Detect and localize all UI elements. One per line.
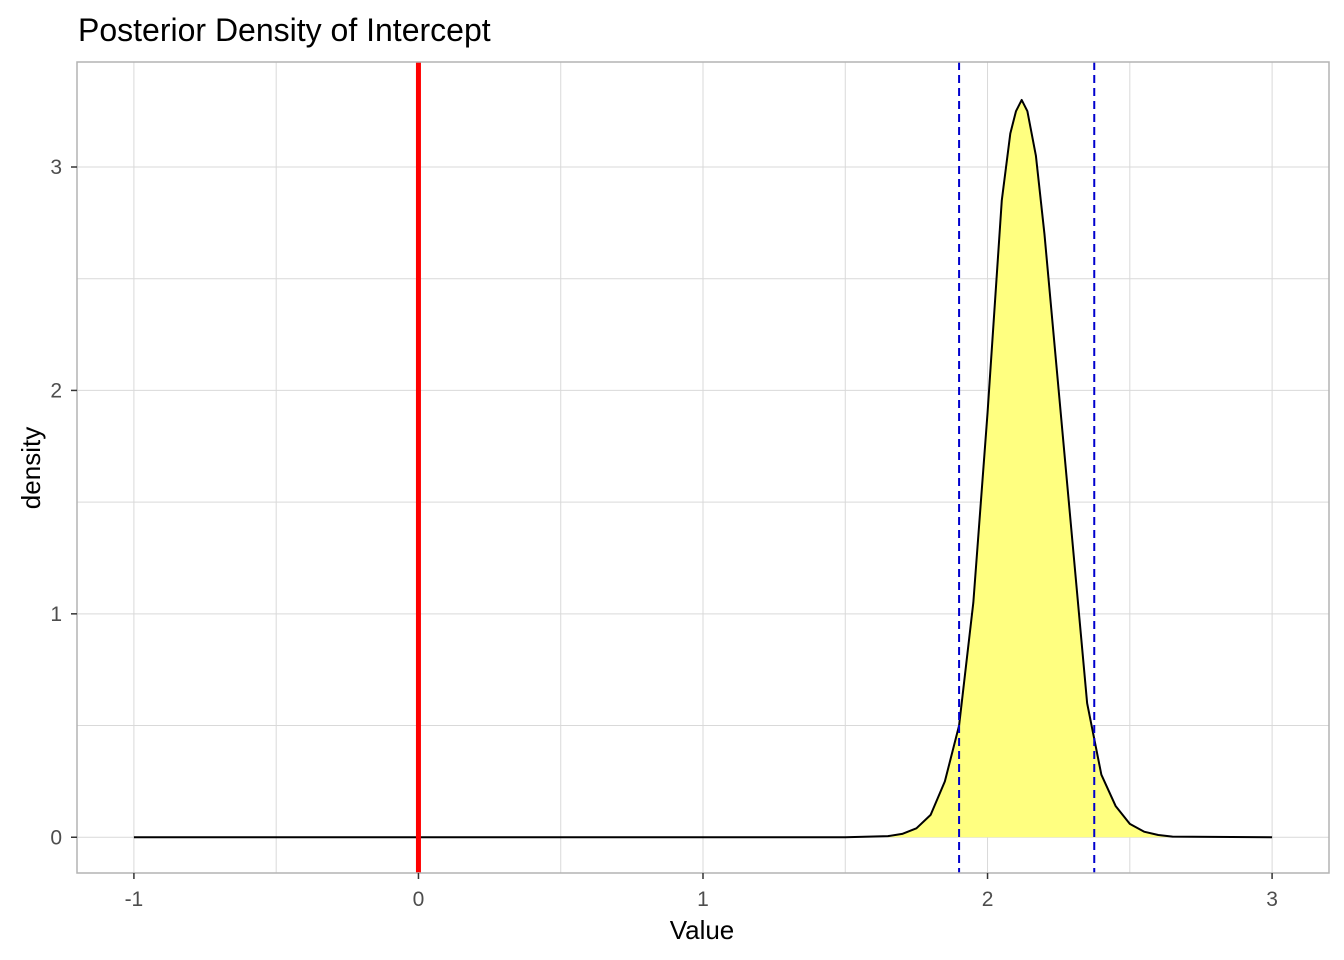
reference-lines	[415, 62, 1096, 873]
y-tick-label: 1	[50, 603, 62, 626]
x-tick-label: 3	[1266, 888, 1278, 911]
x-tick-label: -1	[125, 888, 144, 911]
y-tick-label: 3	[50, 156, 62, 179]
x-tick-label: 2	[982, 888, 994, 911]
chart-title: Posterior Density of Intercept	[78, 12, 491, 48]
y-tick-label: 2	[50, 379, 62, 402]
y-axis-ticks: 0 1 2 3	[50, 156, 77, 849]
x-axis-ticks: -1 0 1 2 3	[125, 873, 1278, 911]
x-tick-label: 1	[697, 888, 709, 911]
density-area-layer	[133, 98, 1273, 839]
density-fill-area	[887, 99, 1173, 838]
y-tick-label: 0	[50, 826, 62, 849]
y-axis-title: density	[16, 427, 46, 509]
grid-lines	[77, 62, 1329, 873]
x-tick-label: 0	[413, 888, 425, 911]
x-axis-title: Value	[670, 915, 735, 945]
density-curve	[133, 98, 1273, 839]
